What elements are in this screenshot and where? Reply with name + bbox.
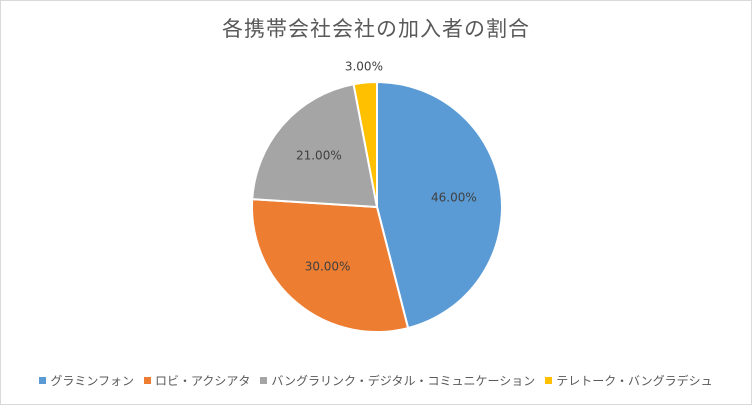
legend-item-grameenphone: グラミンフォン xyxy=(39,372,134,389)
pie-slice-3 xyxy=(352,80,378,208)
chart-title: 各携帯会社会社の加入者の割合 xyxy=(222,17,530,41)
data-label-3: 3.00% xyxy=(345,60,383,74)
legend-swatch xyxy=(143,377,151,384)
data-label-2: 21.00% xyxy=(296,149,342,163)
pie-slice-1 xyxy=(251,198,410,333)
legend-swatch xyxy=(545,377,553,384)
legend-item-teletalk: テレトーク・バングラデシュ xyxy=(545,372,713,389)
legend-swatch xyxy=(39,377,47,384)
legend-swatch xyxy=(260,377,268,384)
data-label-1: 30.00% xyxy=(305,260,351,274)
legend-label: バングラリンク・デジタル・コミュニケーション xyxy=(271,374,536,388)
legend-label: グラミンフォン xyxy=(50,374,134,388)
legend: グラミンフォン ロビ・アクシアタ バングラリンク・デジタル・コミュニケーション … xyxy=(1,372,751,389)
legend-item-banglalink: バングラリンク・デジタル・コミュニケーション xyxy=(260,372,535,389)
legend-label: テレトーク・バングラデシュ xyxy=(556,374,713,388)
legend-label: ロビ・アクシアタ xyxy=(154,374,251,388)
pie-slice-2 xyxy=(251,83,379,209)
data-label-0: 46.00% xyxy=(431,190,477,204)
pie-slice-0 xyxy=(376,80,503,330)
legend-item-robi-axiata: ロビ・アクシアタ xyxy=(143,372,251,389)
